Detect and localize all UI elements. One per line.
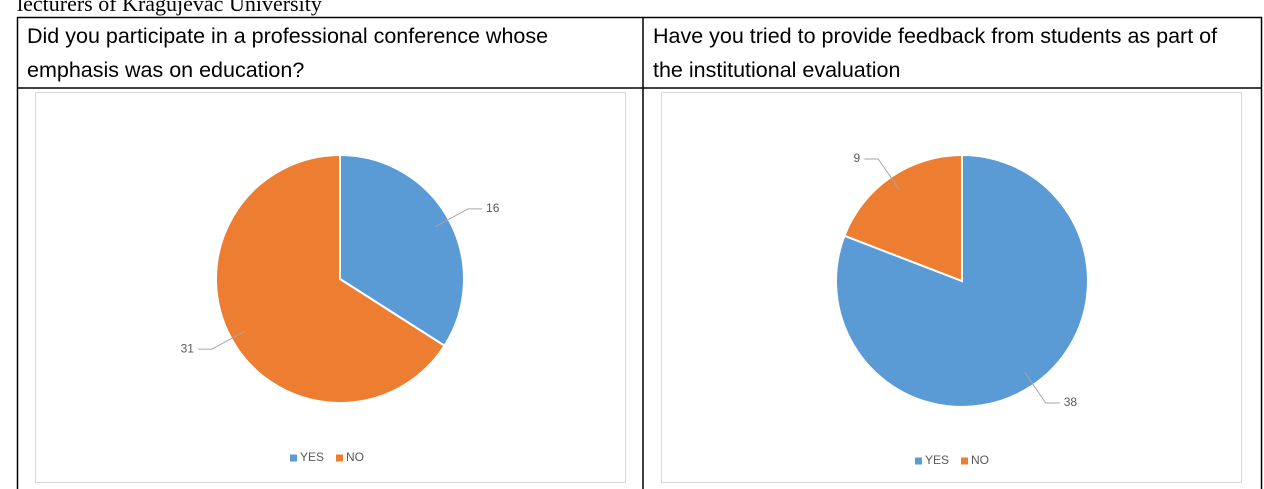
legend-swatch bbox=[290, 454, 297, 462]
leader-line bbox=[864, 158, 900, 190]
legend-swatch bbox=[915, 457, 922, 465]
legend-label: NO bbox=[971, 453, 989, 467]
legend-label: YES bbox=[300, 450, 324, 464]
legend-swatch bbox=[336, 454, 344, 462]
legend-swatch bbox=[961, 457, 969, 465]
data-label: 31 bbox=[181, 341, 195, 355]
caption: lecturers of Kragujevac University bbox=[17, 0, 322, 16]
table-border bbox=[16, 16, 1263, 489]
data-label: 16 bbox=[486, 201, 500, 215]
leader-line bbox=[197, 330, 245, 350]
data-label: 38 bbox=[1064, 395, 1078, 409]
question-header: Have you tried to provide feedback from … bbox=[653, 24, 1218, 82]
legend-label: YES bbox=[925, 453, 949, 467]
question-header: Did you participate in a professional co… bbox=[27, 24, 549, 82]
data-label: 9 bbox=[854, 151, 861, 165]
leader-line bbox=[1024, 372, 1060, 404]
legend-label: NO bbox=[346, 450, 364, 464]
leader-line bbox=[435, 208, 483, 228]
